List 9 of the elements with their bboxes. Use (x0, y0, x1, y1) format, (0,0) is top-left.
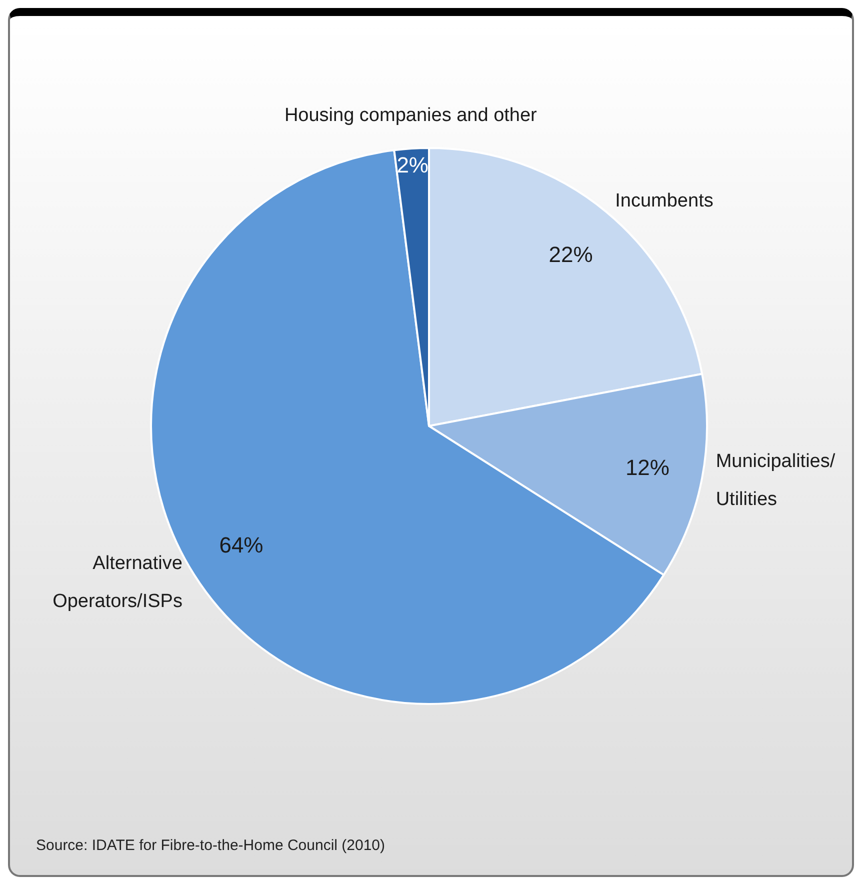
slice-label: Municipalities/ Utilities (716, 451, 836, 510)
data-label: 64% (219, 532, 264, 558)
slice-label: Housing companies and other (284, 105, 538, 126)
slice-label: Alternative Operators/ISPs (52, 552, 182, 612)
data-label: 2% (396, 152, 428, 178)
slice-label: Incumbents (615, 190, 714, 212)
data-label: 12% (625, 455, 670, 480)
data-label: 22% (548, 242, 593, 268)
source-note: Source: IDATE for Fibre-to-the-Home Council (2010) (36, 837, 386, 854)
